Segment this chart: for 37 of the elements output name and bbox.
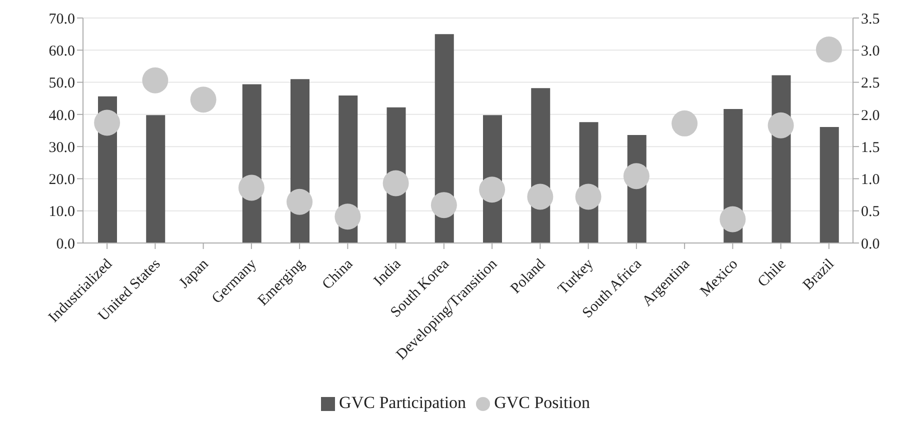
bar — [146, 115, 166, 243]
bar — [820, 126, 839, 243]
y2-tick-label: 2.5 — [861, 76, 880, 92]
legend-label: GVC Position — [494, 393, 590, 412]
point — [190, 86, 216, 113]
point — [430, 192, 457, 218]
y2-tick-label: 0.0 — [861, 236, 880, 252]
y2-tick-label: 3.5 — [861, 11, 880, 28]
point — [623, 163, 650, 190]
y-tick-label: 50.0 — [48, 76, 75, 92]
y2-tick-label: 3.0 — [861, 43, 880, 60]
y-tick-label: 40.0 — [48, 108, 75, 124]
x-tick-label: Chile — [755, 256, 790, 290]
y-tick-label: 30.0 — [48, 140, 75, 156]
point — [720, 206, 746, 232]
y2-tick-label: 1.5 — [861, 140, 880, 156]
y2-tick-label: 1.0 — [861, 172, 880, 188]
y-tick-label: 10.0 — [48, 204, 75, 220]
point — [238, 174, 264, 201]
y2-tick-label: 2.0 — [861, 108, 880, 124]
point — [334, 204, 361, 230]
point — [286, 188, 313, 215]
point — [142, 67, 168, 94]
y-tick-label: 0.0 — [56, 236, 75, 252]
point — [527, 184, 554, 210]
point — [575, 184, 602, 210]
y-tick-label: 20.0 — [48, 172, 75, 188]
y-tick-label: 70.0 — [48, 11, 75, 28]
y-tick-label: 60.0 — [48, 43, 75, 60]
point — [94, 110, 120, 136]
point — [672, 110, 698, 136]
point — [768, 112, 794, 138]
point — [479, 176, 506, 203]
y2-tick-label: 0.5 — [861, 204, 880, 220]
point — [382, 170, 409, 196]
point — [816, 36, 842, 62]
legend-label: GVC Participation — [339, 393, 466, 412]
